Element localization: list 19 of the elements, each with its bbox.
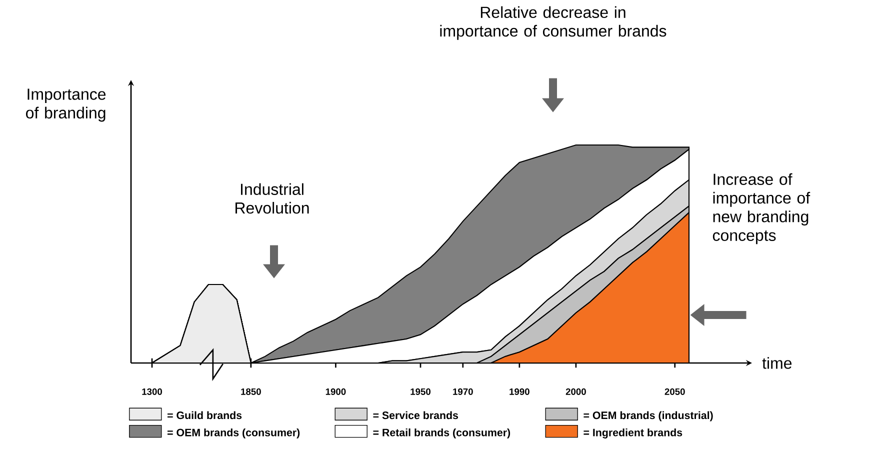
x-tick-label: 2000: [566, 388, 586, 395]
x-tick-label: 1900: [326, 388, 346, 395]
legend-label: = Retail brands (consumer): [373, 428, 510, 438]
y-axis-title: Importance of branding: [26, 88, 106, 122]
legend-label: = Service brands: [373, 411, 458, 420]
x-tick-label: 2050: [664, 388, 685, 395]
text: Increase of importance of new branding concepts: [712, 173, 810, 244]
x-tick-label: 1850: [241, 388, 261, 395]
legend-label: = Ingredient brands: [584, 428, 682, 438]
x-tick-label: 1970: [453, 388, 473, 395]
legend-label: = OEM brands (consumer): [168, 428, 300, 438]
legend-label: = Guild brands: [168, 411, 242, 420]
x-tick-label: 1950: [410, 388, 430, 395]
x-tick-label: 1300: [142, 388, 162, 395]
annotation: Industrial Revolution: [236, 183, 309, 214]
text: Relative decrease in importance of consumer brands: [440, 6, 666, 40]
legend-label: = OEM brands (industrial): [584, 411, 713, 422]
x-axis-title: time: [762, 357, 792, 369]
x-tick-label: 1990: [510, 388, 530, 395]
